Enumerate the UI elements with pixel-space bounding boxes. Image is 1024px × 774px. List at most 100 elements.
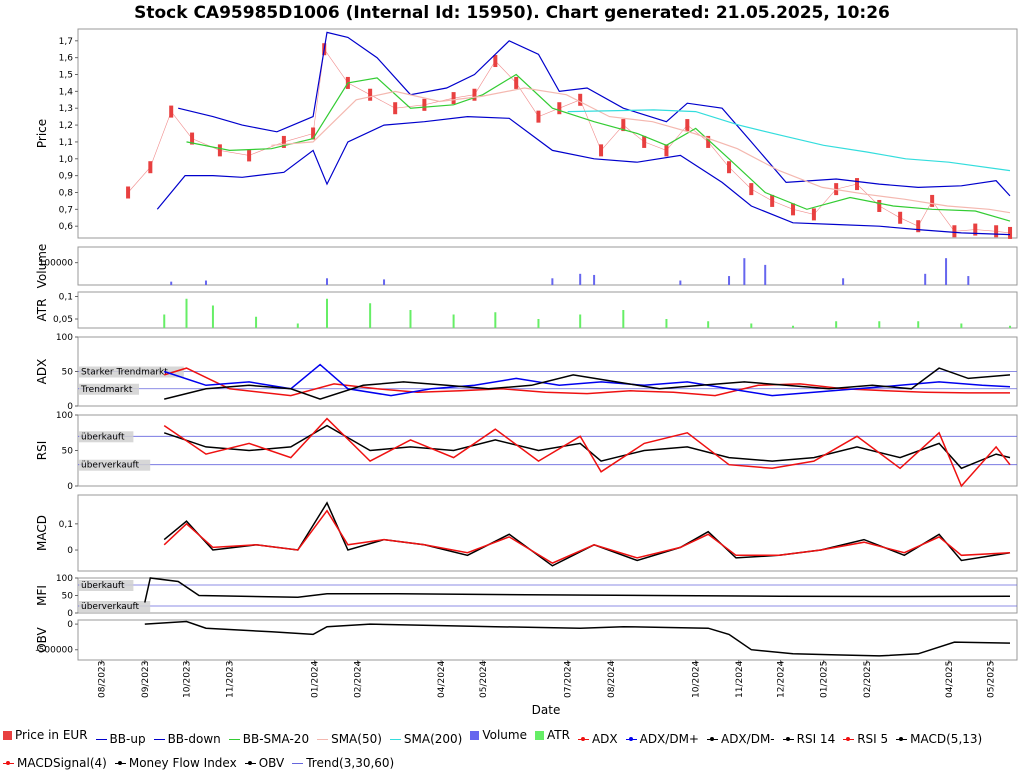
legend-item: Money Flow Index <box>114 753 237 774</box>
atr-ytick-label: 0,05 <box>53 315 73 325</box>
legend-item: SMA(50) <box>317 729 382 750</box>
stock-chart: Stock CA95985D1006 (Internal Id: 15950).… <box>35 3 1018 717</box>
price-ytick-label: 1,0 <box>59 155 74 165</box>
x-tick-label: 11/2024 <box>735 660 745 698</box>
rsi-zone-label: überverkauft <box>81 461 140 471</box>
legend-label: Price in EUR <box>15 728 88 742</box>
price-ytick-label: 1,7 <box>59 37 73 47</box>
legend-swatch <box>228 739 240 740</box>
price-ytick-label: 0,7 <box>59 205 73 215</box>
rsi-ytick-label: 50 <box>62 447 74 457</box>
legend-swatch <box>577 737 589 741</box>
x-tick-label: 10/2024 <box>692 660 702 698</box>
x-tick-label: 04/2024 <box>437 660 447 698</box>
rsi-zone-label: überkauft <box>81 432 125 442</box>
adx-zone-bg <box>79 383 139 395</box>
rsi-panel <box>77 414 1018 487</box>
legend-label: BB-SMA-20 <box>242 732 310 746</box>
legend-label: ADX <box>591 732 618 746</box>
price-candle <box>126 186 131 199</box>
legend-item: BB-up <box>95 729 146 750</box>
x-tick-label: 08/2024 <box>607 660 617 698</box>
rsi-ytick-label: 100 <box>56 411 73 421</box>
legend-item: MACD(5,13) <box>896 729 982 750</box>
atr-panel <box>77 291 1018 329</box>
obv-ylabel: OBV <box>35 626 49 652</box>
rsi-zone-bg <box>79 431 134 443</box>
mfi-zone-bg <box>79 601 151 612</box>
legend-swatch <box>3 731 12 740</box>
macdsignal-4-line <box>163 509 1011 564</box>
chart-panels: Price 1,7 1,6 1,5 1,4 1,3 1,2 1,1 1,0 0,9 0,8 0,7 0,… <box>35 28 1018 661</box>
x-tick-label: 11/2023 <box>226 661 236 698</box>
legend-label: Money Flow Index <box>128 756 237 770</box>
macd-ylabel: MACD <box>35 515 49 551</box>
adx-ytick-label: 50 <box>62 368 74 378</box>
macd-panel <box>77 494 1018 572</box>
price-ylabel: Price <box>35 119 49 148</box>
x-tick-label: 09/2023 <box>141 661 151 698</box>
adx-ytick-label: 0 <box>67 402 73 412</box>
legend-item: BB-SMA-20 <box>228 729 310 750</box>
volume-panel <box>77 246 1018 286</box>
legend-item: BB-down <box>153 729 221 750</box>
adx-zone-label: Starker Trendmarkt <box>81 368 168 378</box>
x-tick-label: 07/2024 <box>564 660 574 698</box>
adx-dm-line <box>164 367 1011 400</box>
chart-title: Stock CA95985D1006 (Internal Id: 15950).… <box>134 3 890 23</box>
macd-ytick-label: 0 <box>67 546 73 556</box>
mfi-zone-label: überkauft <box>81 581 125 591</box>
x-tick-label: 12/2024 <box>777 660 787 698</box>
legend-swatch <box>896 737 908 741</box>
legend-swatch <box>843 737 855 741</box>
price-candle <box>1008 226 1013 239</box>
x-tick-label: 02/2025 <box>863 661 873 698</box>
rsi-ytick-label: 0 <box>67 482 73 492</box>
legend-item: Trend(3,30,60) <box>292 753 394 774</box>
mfi-zone-bg <box>79 580 134 591</box>
legend-label: SMA(50) <box>331 732 382 746</box>
obv-ytick-label: 0 <box>67 620 73 630</box>
legend-item: ADX/DM- <box>706 729 775 750</box>
adx-zone-bg <box>79 366 184 378</box>
price-ytick-label: 1,3 <box>59 104 73 114</box>
legend-label: ADX/DM- <box>720 732 775 746</box>
sma-50-line <box>271 87 1011 214</box>
x-tick-label: 08/2023 <box>98 661 108 698</box>
legend-label: Trend(3,30,60) <box>306 756 395 770</box>
legend-label: SMA(200) <box>403 732 463 746</box>
legend-item: RSI 14 <box>782 729 835 750</box>
mfi-zone-label: überverkauft <box>81 602 140 612</box>
obv-panel <box>77 619 1018 661</box>
mfi-ytick-label: 50 <box>62 592 74 602</box>
legend-item: MACDSignal(4) <box>3 753 107 774</box>
rsi-5-line <box>163 417 1011 488</box>
legend-item: Volume <box>470 725 527 746</box>
price-line <box>127 48 1011 234</box>
legend-item: OBV <box>244 753 284 774</box>
legend-swatch <box>389 739 401 740</box>
x-tick-label: 05/2024 <box>479 660 489 698</box>
rsi-zone-bg <box>79 459 151 471</box>
x-tick-label: 02/2024 <box>354 660 364 698</box>
price-ytick-label: 1,2 <box>59 121 73 131</box>
adx-dm-line <box>163 363 1011 397</box>
legend-label: Volume <box>482 728 527 742</box>
x-tick-label: 04/2025 <box>945 661 955 698</box>
bb-down-line <box>156 115 1011 236</box>
money-flow-index-line <box>144 577 1011 603</box>
legend-swatch <box>470 731 480 740</box>
macd-ytick-label: 0,1 <box>59 520 73 530</box>
legend-item: RSI 5 <box>843 729 888 750</box>
legend-swatch <box>317 739 329 740</box>
x-axis: 08/2023 09/2023 10/2023 11/2023 01/2024 02/20… <box>98 660 997 698</box>
legend-label: MACD(5,13) <box>910 732 983 746</box>
volume-ylabel: Volume <box>35 244 49 289</box>
legend-swatch <box>3 761 14 765</box>
legend-swatch <box>625 737 637 741</box>
legend-label: BB-down <box>167 732 221 746</box>
price-ytick-label: 1,1 <box>59 138 73 148</box>
mfi-ytick-label: 0 <box>67 609 73 619</box>
legend-label: BB-up <box>109 732 146 746</box>
legend-label: ATR <box>546 728 570 742</box>
